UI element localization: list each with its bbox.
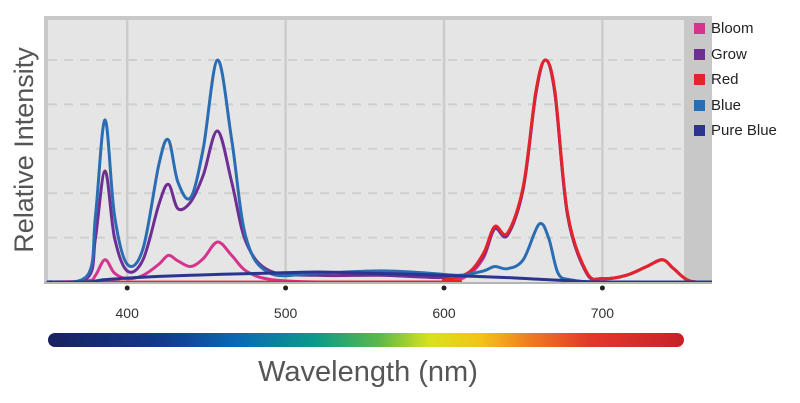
series-line-pure-blue [46,270,712,284]
legend-swatch [694,23,705,35]
legend-item: Pure Blue [694,118,777,144]
series-line-red [46,58,712,284]
x-tick-label: 500 [274,305,298,321]
x-tick-label: 600 [432,305,456,321]
legend-swatch [694,48,705,60]
legend-item: Grow [694,42,777,68]
legend: Bloom Grow Red Blue Pure Blue [694,16,777,144]
legend-item: Blue [694,93,777,119]
series-lines [46,58,712,284]
legend-label: Grow [711,45,747,63]
x-ticks: 400 500 600 700 [116,285,615,321]
legend-swatch [694,74,705,86]
x-tick-label: 400 [116,305,140,321]
legend-label: Bloom [711,20,754,38]
wavelength-color-bar [48,333,684,347]
x-tick-mark [124,285,130,291]
series-line-blue [46,58,712,284]
x-tick-mark [283,285,289,291]
legend-swatch [694,99,705,111]
legend-swatch [694,125,705,137]
y-axis-label: Relative Intensity [9,47,39,253]
x-tick-mark [599,285,605,291]
legend-label: Red [711,71,739,89]
x-tick-mark [441,285,447,291]
grid-lines [48,20,684,282]
legend-item: Red [694,67,777,93]
x-tick-label: 700 [591,305,615,321]
x-axis-label: Wavelength (nm) [258,356,478,388]
legend-item: Bloom [694,16,777,42]
legend-label: Pure Blue [711,122,777,140]
legend-label: Blue [711,96,742,114]
